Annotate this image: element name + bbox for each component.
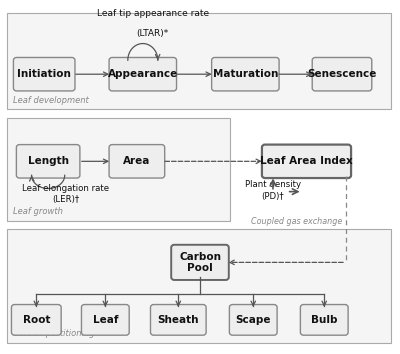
FancyBboxPatch shape	[212, 57, 279, 91]
Text: Appearance: Appearance	[108, 69, 178, 79]
FancyBboxPatch shape	[262, 144, 351, 178]
Text: Carbon partitioning: Carbon partitioning	[13, 329, 94, 338]
FancyBboxPatch shape	[109, 57, 176, 91]
Text: (PD)†: (PD)†	[262, 192, 284, 201]
FancyBboxPatch shape	[12, 304, 61, 335]
Text: Bulb: Bulb	[311, 315, 338, 325]
Text: Leaf tip appearance rate: Leaf tip appearance rate	[97, 10, 209, 18]
FancyBboxPatch shape	[312, 57, 372, 91]
Text: Maturation: Maturation	[213, 69, 278, 79]
Text: Area: Area	[123, 156, 150, 166]
FancyBboxPatch shape	[229, 304, 277, 335]
FancyBboxPatch shape	[171, 245, 229, 280]
Text: Coupled gas exchange: Coupled gas exchange	[251, 217, 342, 226]
Text: (LER)†: (LER)†	[52, 195, 80, 204]
FancyBboxPatch shape	[300, 304, 348, 335]
FancyBboxPatch shape	[82, 304, 129, 335]
Text: Leaf growth: Leaf growth	[13, 207, 62, 216]
FancyBboxPatch shape	[109, 144, 165, 178]
FancyBboxPatch shape	[150, 304, 206, 335]
Text: Leaf Area Index: Leaf Area Index	[260, 156, 353, 166]
Text: Sheath: Sheath	[158, 315, 199, 325]
Text: Initiation: Initiation	[17, 69, 71, 79]
Text: Leaf elongation rate: Leaf elongation rate	[22, 184, 110, 193]
Text: Root: Root	[22, 315, 50, 325]
Text: Senescence: Senescence	[307, 69, 377, 79]
Text: Length: Length	[28, 156, 69, 166]
FancyBboxPatch shape	[7, 229, 391, 343]
FancyBboxPatch shape	[7, 118, 230, 221]
FancyBboxPatch shape	[7, 13, 391, 109]
FancyBboxPatch shape	[16, 144, 80, 178]
FancyBboxPatch shape	[14, 57, 75, 91]
Text: (LTAR)*: (LTAR)*	[136, 29, 169, 38]
Text: Leaf: Leaf	[92, 315, 118, 325]
Text: Scape: Scape	[236, 315, 271, 325]
Text: Carbon
Pool: Carbon Pool	[179, 252, 221, 273]
Text: Plant density: Plant density	[245, 181, 301, 189]
Text: Leaf development: Leaf development	[13, 96, 88, 104]
